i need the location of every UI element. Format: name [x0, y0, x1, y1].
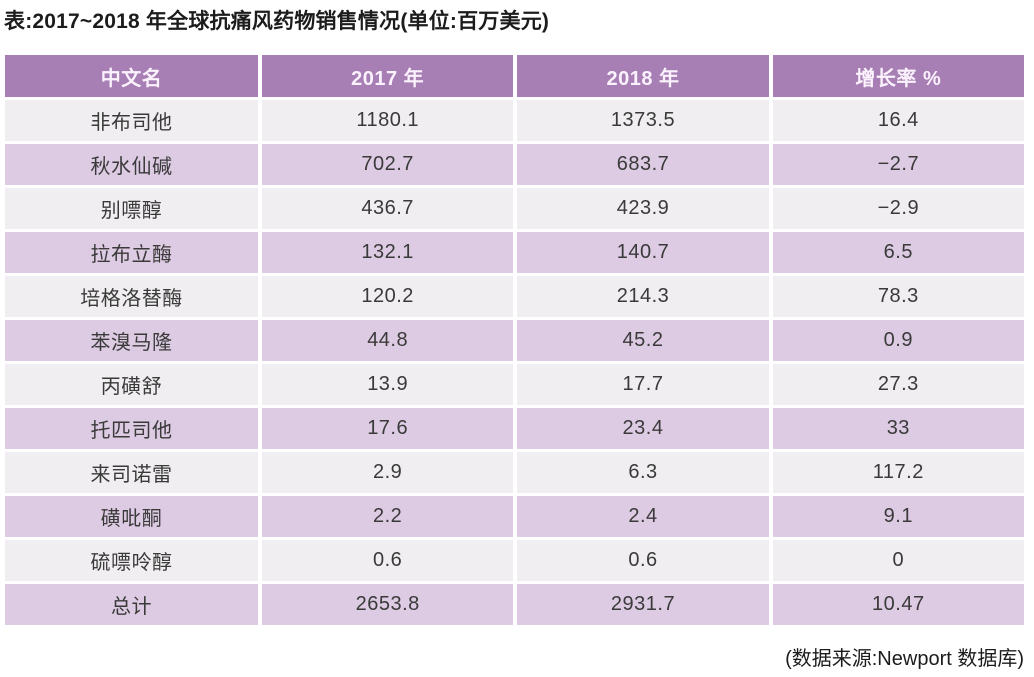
- column-header: 2017 年: [262, 55, 514, 97]
- value-cell: 0: [772, 540, 1024, 581]
- column-header: 增长率 %: [772, 55, 1024, 97]
- drug-name-cell: 苯溴马隆: [5, 320, 258, 361]
- table-row: 苯溴马隆 44.8 45.2 0.9: [5, 320, 1024, 361]
- value-cell: 78.3: [772, 276, 1024, 317]
- value-cell: 683.7: [517, 144, 769, 185]
- value-cell: 17.7: [517, 364, 769, 405]
- value-cell: 702.7: [262, 144, 514, 185]
- value-cell: 10.47: [772, 584, 1024, 625]
- value-cell: 1180.1: [262, 100, 514, 141]
- value-cell: 436.7: [262, 188, 514, 229]
- drug-name-cell: 硫嘌呤醇: [5, 540, 258, 581]
- sales-table: 中文名 2017 年 2018 年增长率 % 非布司他 1180.1 1373.5 16.…: [5, 55, 1024, 625]
- value-cell: 27.3: [772, 364, 1024, 405]
- value-cell: 13.9: [262, 364, 514, 405]
- table-header-row: 中文名 2017 年 2018 年增长率 %: [5, 55, 1024, 97]
- value-cell: 214.3: [517, 276, 769, 317]
- value-cell: −2.9: [772, 188, 1024, 229]
- value-cell: 2653.8: [262, 584, 514, 625]
- drug-name-cell: 培格洛替酶: [5, 276, 258, 317]
- table-row: 磺吡酮 2.2 2.4 9.1: [5, 496, 1024, 537]
- drug-name-cell: 秋水仙碱: [5, 144, 258, 185]
- value-cell: 117.2: [772, 452, 1024, 493]
- drug-name-cell: 非布司他: [5, 100, 258, 141]
- value-cell: 33: [772, 408, 1024, 449]
- drug-name-cell: 拉布立酶: [5, 232, 258, 273]
- value-cell: 2.9: [262, 452, 514, 493]
- drug-name-cell: 来司诺雷: [5, 452, 258, 493]
- table-row: 来司诺雷 2.9 6.3 117.2: [5, 452, 1024, 493]
- drug-name-cell: 磺吡酮: [5, 496, 258, 537]
- value-cell: 16.4: [772, 100, 1024, 141]
- value-cell: 44.8: [262, 320, 514, 361]
- table-row: 秋水仙碱 702.7 683.7 −2.7: [5, 144, 1024, 185]
- table-row: 培格洛替酶 120.2 214.3 78.3: [5, 276, 1024, 317]
- column-header: 2018 年: [517, 55, 769, 97]
- table-total-row: 总计 2653.8 2931.7 10.47: [5, 584, 1024, 625]
- drug-name-cell: 总计: [5, 584, 258, 625]
- table-row: 别嘌醇 436.7 423.9 −2.9: [5, 188, 1024, 229]
- value-cell: 2.4: [517, 496, 769, 537]
- value-cell: 2.2: [262, 496, 514, 537]
- value-cell: 1373.5: [517, 100, 769, 141]
- table-row: 丙磺舒 13.9 17.7 27.3: [5, 364, 1024, 405]
- table-row: 非布司他 1180.1 1373.5 16.4: [5, 100, 1024, 141]
- value-cell: 140.7: [517, 232, 769, 273]
- table-row: 托匹司他 17.6 23.4 33: [5, 408, 1024, 449]
- value-cell: 120.2: [262, 276, 514, 317]
- value-cell: −2.7: [772, 144, 1024, 185]
- drug-name-cell: 丙磺舒: [5, 364, 258, 405]
- value-cell: 17.6: [262, 408, 514, 449]
- value-cell: 2931.7: [517, 584, 769, 625]
- drug-name-cell: 托匹司他: [5, 408, 258, 449]
- page-title: 表:2017~2018 年全球抗痛风药物销售情况(单位:百万美元): [4, 10, 550, 33]
- value-cell: 9.1: [772, 496, 1024, 537]
- source-note: (数据来源:Newport 数据库): [785, 648, 1024, 670]
- table-row: 硫嘌呤醇 0.6 0.6 0: [5, 540, 1024, 581]
- column-header: 中文名: [5, 55, 258, 97]
- value-cell: 0.6: [262, 540, 514, 581]
- value-cell: 6.5: [772, 232, 1024, 273]
- value-cell: 423.9: [517, 188, 769, 229]
- value-cell: 45.2: [517, 320, 769, 361]
- value-cell: 0.6: [517, 540, 769, 581]
- value-cell: 0.9: [772, 320, 1024, 361]
- value-cell: 6.3: [517, 452, 769, 493]
- value-cell: 132.1: [262, 232, 514, 273]
- table-row: 拉布立酶 132.1 140.7 6.5: [5, 232, 1024, 273]
- drug-name-cell: 别嘌醇: [5, 188, 258, 229]
- value-cell: 23.4: [517, 408, 769, 449]
